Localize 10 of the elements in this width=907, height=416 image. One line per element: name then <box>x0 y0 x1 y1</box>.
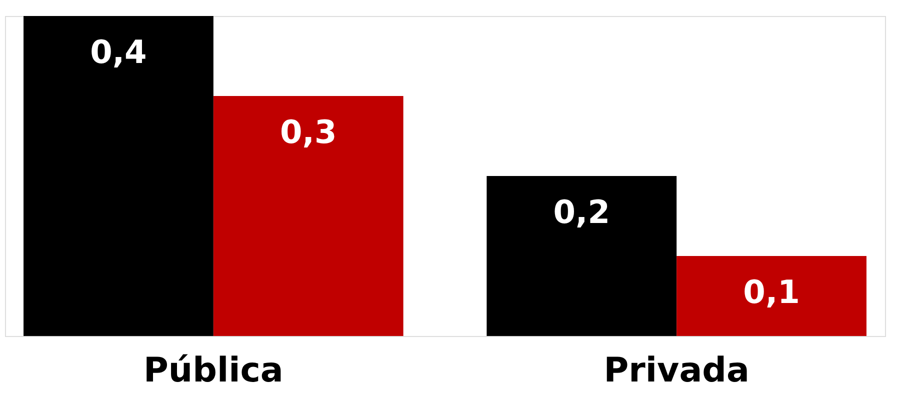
data-label: 0,1 <box>743 273 800 311</box>
bar <box>213 96 404 336</box>
x-tick-label: Pública <box>143 350 284 390</box>
bar <box>24 16 214 336</box>
data-label: 0,2 <box>553 193 610 231</box>
x-tick-label: Privada <box>604 350 750 390</box>
data-label: 0,4 <box>90 33 147 71</box>
data-label: 0,3 <box>280 113 337 151</box>
bar <box>676 256 866 336</box>
bar <box>486 176 677 336</box>
